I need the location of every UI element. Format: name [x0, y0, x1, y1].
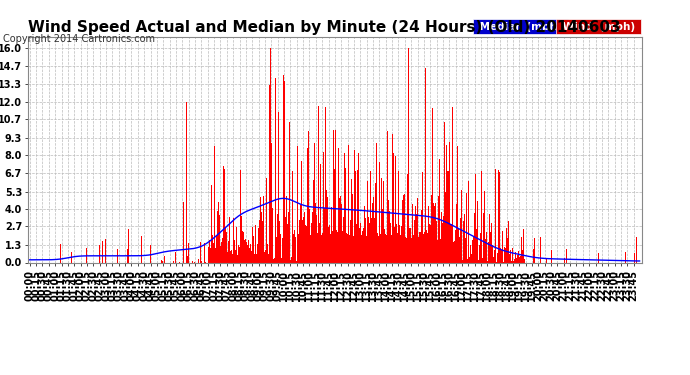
Text: Wind  (mph): Wind (mph)	[559, 22, 638, 32]
Text: Median (mph): Median (mph)	[476, 22, 565, 32]
Text: Wind Speed Actual and Median by Minute (24 Hours) (Old) 20140603: Wind Speed Actual and Median by Minute (…	[28, 20, 620, 35]
Text: Copyright 2014 Cartronics.com: Copyright 2014 Cartronics.com	[3, 34, 155, 44]
